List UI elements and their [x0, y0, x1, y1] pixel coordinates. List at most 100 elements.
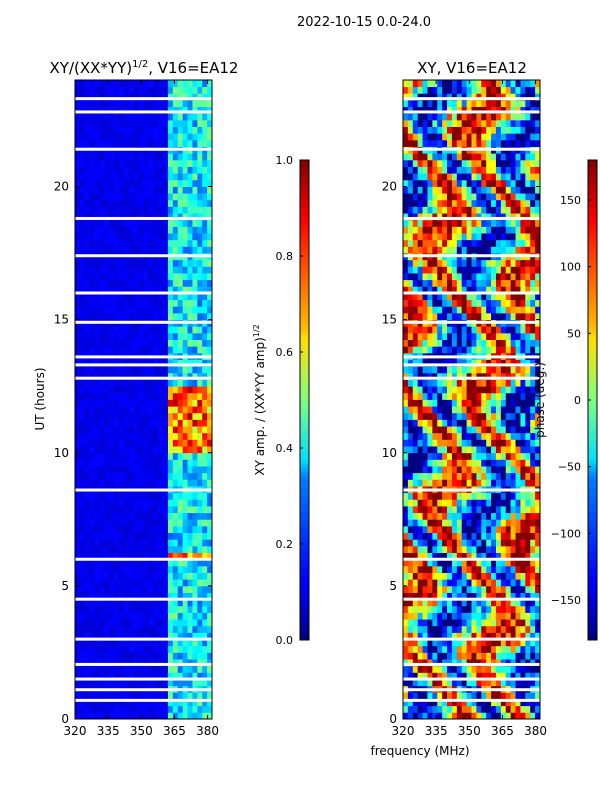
heatmap-cell — [423, 380, 428, 387]
heatmap-cell — [75, 473, 80, 480]
heatmap-cell — [530, 340, 535, 347]
heatmap-cell — [158, 426, 163, 433]
heatmap-cell — [457, 413, 462, 420]
heatmap-cell — [481, 712, 486, 719]
heatmap-cell — [192, 646, 197, 653]
heatmap-cell — [80, 380, 85, 387]
heatmap-cell — [129, 167, 134, 174]
heatmap-cell — [144, 180, 149, 187]
heatmap-cell — [432, 233, 437, 240]
heatmap-cell — [462, 200, 467, 207]
heatmap-cell — [486, 260, 491, 267]
heatmap-cell — [124, 220, 129, 227]
heatmap-cell — [188, 419, 193, 426]
heatmap-cell — [139, 206, 144, 213]
heatmap-cell — [437, 579, 442, 586]
heatmap-cell — [95, 326, 100, 333]
heatmap-cell — [511, 533, 516, 540]
heatmap-cell — [418, 546, 423, 553]
heatmap-cell — [178, 226, 183, 233]
heatmap-cell — [427, 566, 432, 573]
heatmap-cell — [452, 473, 457, 480]
heatmap-cell — [80, 167, 85, 174]
heatmap-cell — [163, 273, 168, 280]
heatmap-cell — [109, 652, 114, 659]
heatmap-cell — [148, 613, 153, 620]
heatmap-cell — [75, 260, 80, 267]
heatmap-cell — [437, 380, 442, 387]
heatmap-cell — [153, 233, 158, 240]
heatmap-cell — [413, 306, 418, 313]
heatmap-cell — [153, 526, 158, 533]
heatmap-cell — [90, 453, 95, 460]
heatmap-cell — [486, 400, 491, 407]
heatmap-cell — [114, 246, 119, 253]
heatmap-cell — [85, 613, 90, 620]
heatmap-cell — [432, 366, 437, 373]
heatmap-cell — [144, 173, 149, 180]
heatmap-cell — [104, 606, 109, 613]
heatmap-cell — [462, 566, 467, 573]
heatmap-cell — [403, 346, 408, 353]
heatmap-cell — [75, 273, 80, 280]
heatmap-cell — [144, 333, 149, 340]
heatmap-cell — [476, 326, 481, 333]
heatmap-cell — [163, 406, 168, 413]
heatmap-cell — [75, 619, 80, 626]
heatmap-cell — [148, 466, 153, 473]
heatmap-cell — [173, 153, 178, 160]
heatmap-cell — [90, 466, 95, 473]
heatmap-cell — [437, 426, 442, 433]
heatmap-cell — [467, 193, 472, 200]
heatmap-cell — [148, 333, 153, 340]
heatmap-cell — [104, 167, 109, 174]
heatmap-cell — [168, 266, 173, 273]
heatmap-cell — [178, 652, 183, 659]
heatmap-cell — [506, 546, 511, 553]
heatmap-cell — [90, 180, 95, 187]
heatmap-cell — [144, 579, 149, 586]
heatmap-cell — [183, 233, 188, 240]
heatmap-cell — [432, 206, 437, 213]
heatmap-cell — [139, 453, 144, 460]
heatmap-cell — [85, 153, 90, 160]
heatmap-cell — [134, 646, 139, 653]
heatmap-cell — [457, 546, 462, 553]
heatmap-cell — [178, 626, 183, 633]
heatmap-cell — [95, 127, 100, 134]
heatmap-cell — [90, 273, 95, 280]
heatmap-cell — [129, 187, 134, 194]
heatmap-cell — [163, 433, 168, 440]
heatmap-cell — [178, 273, 183, 280]
heatmap-cell — [467, 493, 472, 500]
heatmap-cell — [516, 406, 521, 413]
heatmap-cell — [516, 300, 521, 307]
heatmap-cell — [506, 413, 511, 420]
heatmap-cell — [153, 466, 158, 473]
heatmap-cell — [457, 260, 462, 267]
heatmap-cell — [403, 712, 408, 719]
heatmap-cell — [457, 393, 462, 400]
heatmap-cell — [457, 566, 462, 573]
heatmap-cell — [432, 226, 437, 233]
heatmap-cell — [462, 446, 467, 453]
heatmap-cell — [119, 453, 124, 460]
heatmap-cell — [403, 306, 408, 313]
heatmap-cell — [202, 306, 207, 313]
heatmap-cell — [520, 712, 525, 719]
heatmap-cell — [423, 200, 428, 207]
heatmap-cell — [476, 366, 481, 373]
heatmap-cell — [423, 386, 428, 393]
heatmap-cell — [427, 546, 432, 553]
heatmap-cell — [501, 712, 506, 719]
heatmap-cell — [139, 652, 144, 659]
heatmap-cell — [75, 533, 80, 540]
heatmap-cell — [476, 206, 481, 213]
heatmap-cell — [520, 419, 525, 426]
heatmap-cell — [90, 533, 95, 540]
heatmap-cell — [418, 619, 423, 626]
heatmap-cell — [437, 499, 442, 506]
heatmap-cell — [447, 260, 452, 267]
heatmap-cell — [173, 173, 178, 180]
heatmap-cell — [183, 619, 188, 626]
